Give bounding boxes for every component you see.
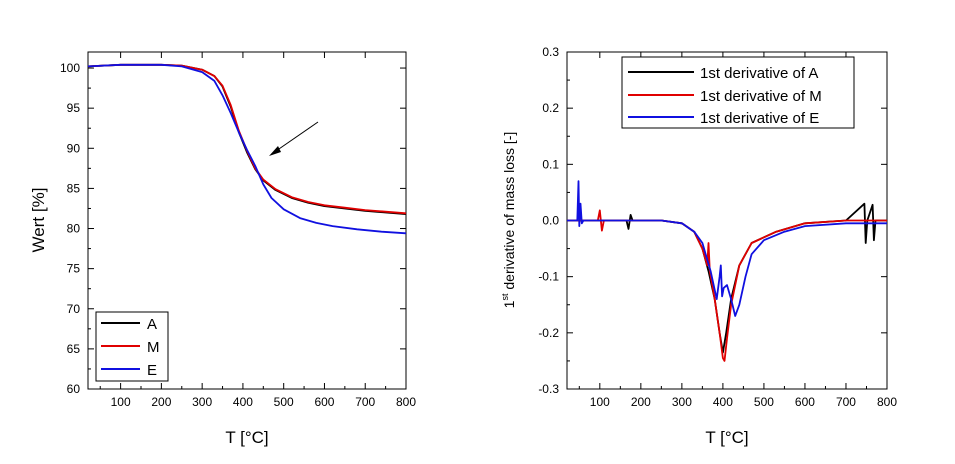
legend: A M E [95, 311, 169, 382]
y-tick-label: 75 [67, 262, 81, 276]
x-axis-label: T [°C] [705, 428, 748, 447]
y-axis-label: 1st derivative of mass loss [-] [500, 132, 517, 309]
x-tick-label: 200 [631, 395, 651, 409]
legend: 1st derivative of A 1st derivative of M … [621, 56, 855, 129]
x-tick-label: 400 [233, 395, 253, 409]
y-axis-label: Wert [%] [29, 188, 48, 253]
x-tick-label: 200 [151, 395, 171, 409]
y-tick-label: 70 [67, 302, 81, 316]
y-tick-label: -0.1 [538, 270, 559, 284]
y-tick-label: 65 [67, 342, 81, 356]
y-axis-label-pre: 1 [501, 300, 517, 308]
series-group [87, 63, 407, 235]
legend-label-e: E [147, 362, 157, 379]
y-tick-label: 85 [67, 181, 81, 195]
x-tick-label: 400 [713, 395, 733, 409]
x-tick-label: 600 [795, 395, 815, 409]
series-group [567, 180, 887, 362]
y-tick-label: -0.2 [538, 326, 559, 340]
y-tick-label: 60 [67, 382, 81, 396]
legend-label-a: A [147, 316, 157, 333]
y-tick-label: -0.3 [538, 382, 559, 396]
y-tick-label: 0.1 [542, 157, 559, 171]
legend-label-m: M [147, 339, 160, 356]
x-tick-label: 100 [590, 395, 610, 409]
derivative-chart: 100 200 300 400 500 600 700 800 -0.3 -0.2 -0.1 0.0 0… [500, 45, 897, 447]
y-tick-label: 0.2 [542, 101, 559, 115]
legend-label-a: 1st derivative of A [700, 65, 818, 82]
annotation-arrow [269, 121, 319, 156]
axis-ticks: 100 200 300 400 500 600 700 800 60 65 70 75 80 85 90 95… [60, 52, 416, 409]
y-tick-label: 95 [67, 101, 81, 115]
x-tick-label: 500 [274, 395, 294, 409]
x-tick-label: 500 [754, 395, 774, 409]
y-axis-label-post: derivative of mass loss [-] [501, 132, 517, 294]
x-tick-label: 300 [672, 395, 692, 409]
x-axis-label: T [°C] [225, 428, 268, 447]
y-tick-label: 90 [67, 141, 81, 155]
x-tick-label: 700 [355, 395, 375, 409]
x-tick-label: 800 [396, 395, 416, 409]
legend-label-e: 1st derivative of E [700, 110, 819, 127]
y-tick-label: 80 [67, 222, 81, 236]
x-tick-label: 300 [192, 395, 212, 409]
y-tick-label: 0.3 [542, 45, 559, 59]
x-tick-label: 700 [836, 395, 856, 409]
x-tick-label: 800 [877, 395, 897, 409]
y-tick-label: 100 [60, 61, 80, 75]
series-line-0 [567, 202, 887, 354]
x-tick-label: 100 [111, 395, 131, 409]
y-tick-label: 0.0 [542, 214, 559, 228]
x-tick-label: 600 [314, 395, 334, 409]
legend-label-m: 1st derivative of M [700, 88, 822, 105]
y-axis-label-sup: st [500, 293, 510, 301]
series-line-2 [567, 180, 887, 317]
series-line-2 [87, 63, 407, 235]
mass-loss-chart: 100 200 300 400 500 600 700 800 60 65 70 75 80 85 90 95… [29, 51, 416, 447]
